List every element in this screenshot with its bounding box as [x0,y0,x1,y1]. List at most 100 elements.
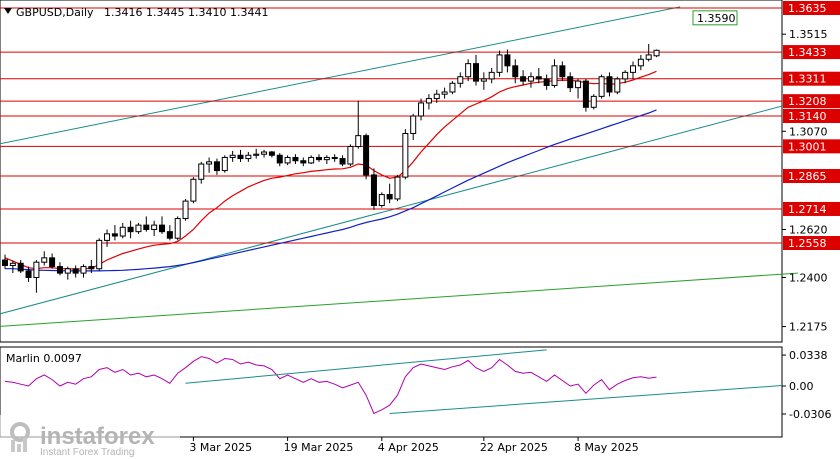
candle-body [143,224,150,230]
channel-value-label: 1.3590 [697,12,736,25]
oscillator-upper-trend [185,349,547,384]
time-tick-label: 19 Mar 2025 [284,441,354,454]
candle-body [551,65,558,86]
level-price-box [783,109,840,124]
oscillator-lower-trend [389,385,783,414]
candle-body [300,160,307,164]
symbol-label: GBPUSD,Daily [16,6,94,19]
candle-body [441,91,448,95]
candle-body [630,65,636,73]
candle-body [72,268,79,274]
candle-body [316,156,322,161]
instaforex-logo: instaforex Instant Forex Trading [0,415,180,459]
candle-body [56,266,63,274]
candle-body [276,154,283,164]
candle-body [512,65,519,78]
candle-body [33,261,40,278]
candle-body [543,78,550,86]
candle-body [606,76,613,93]
candle-body [41,257,48,263]
price-axis: 1.3515 1.3070 1.2620 1.2400 1.2175 [782,28,828,334]
candle-body [96,239,103,270]
candle-body [386,194,393,200]
ma-slow-line [5,109,657,272]
candle-body [237,154,244,160]
candle-body [535,76,542,80]
collapse-triangle-icon[interactable] [4,8,12,14]
level-price-box [783,94,840,109]
candle-body [394,176,401,200]
candle-body [127,226,134,233]
candle-body [261,151,268,155]
candle-body [323,156,330,161]
candle-body [111,233,118,237]
candle-body [17,262,24,272]
oscillator-line [4,356,657,415]
time-axis: 3 Mar 2025 19 Mar 2025 4 Apr 2025 22 Apr 20… [189,437,639,454]
candle-body [88,266,95,270]
time-tick-label: 3 Mar 2025 [189,441,252,454]
candle-body [182,200,189,220]
candle-body [268,151,275,156]
candle-body [9,262,16,266]
logo-mark-icon [10,422,30,452]
level-price-label: 1.3001 [788,140,827,153]
candle-body [433,93,440,100]
candle-body [135,224,142,233]
candle-body [653,49,660,57]
level-price-box [783,201,840,216]
level-price-label: 1.2714 [788,203,827,216]
candle-body [174,218,181,239]
channel-lower-line [0,101,798,315]
trend-lines [0,6,798,327]
osc-tick-label: 0.00 [789,380,814,393]
candle-body [80,266,87,274]
candle-body [622,71,629,80]
indicator-label: Marlin 0.0097 [6,352,82,365]
main-plot-frame [0,0,783,343]
candle-body [645,54,652,60]
level-price-label: 1.3311 [788,73,827,86]
candle-body [527,76,534,82]
logo-brand: instaforex [40,423,155,450]
candle-body [575,80,582,89]
marlin-oscillator: 0.0338 0.00 -0.0306 [4,349,831,421]
candle-body [559,65,566,78]
price-tick-label: 1.2175 [789,321,828,334]
channel-upper-line [0,6,681,145]
candle-body [457,76,464,84]
level-price-label: 1.3635 [788,2,827,15]
candle-body [465,63,472,78]
candle-body [496,54,503,73]
candle-body [402,132,409,178]
candle-body [198,163,205,180]
candle-body [221,156,228,172]
candle-body [590,95,597,108]
candle-body [2,259,8,266]
candle-body [567,76,574,89]
time-tick-label: 4 Apr 2025 [378,441,439,454]
candle-body [245,154,252,160]
candle-body [119,226,126,237]
horizontal-levels: 1.3635 1.3433 1.3311 1.3208 1.3140 1.3001 1.28… [0,1,840,250]
candle-body [308,156,315,164]
candle-body [378,194,385,206]
candle-body [49,257,56,268]
candle-body [331,156,338,160]
price-tick-label: 1.2620 [789,223,828,236]
candle-body [284,156,291,164]
candle-body [425,98,432,104]
candle-body [614,78,621,93]
level-price-box [783,236,840,250]
osc-tick-label: 0.0338 [789,349,828,362]
price-tick-label: 1.3070 [789,125,828,138]
candle-body [159,224,165,233]
level-price-label: 1.3208 [788,95,827,108]
level-price-label: 1.2865 [788,170,827,183]
candle-body [582,80,589,108]
channel-value-box [692,10,738,26]
candle-body [292,156,299,162]
candle-body [520,76,527,82]
level-price-box [783,139,840,154]
